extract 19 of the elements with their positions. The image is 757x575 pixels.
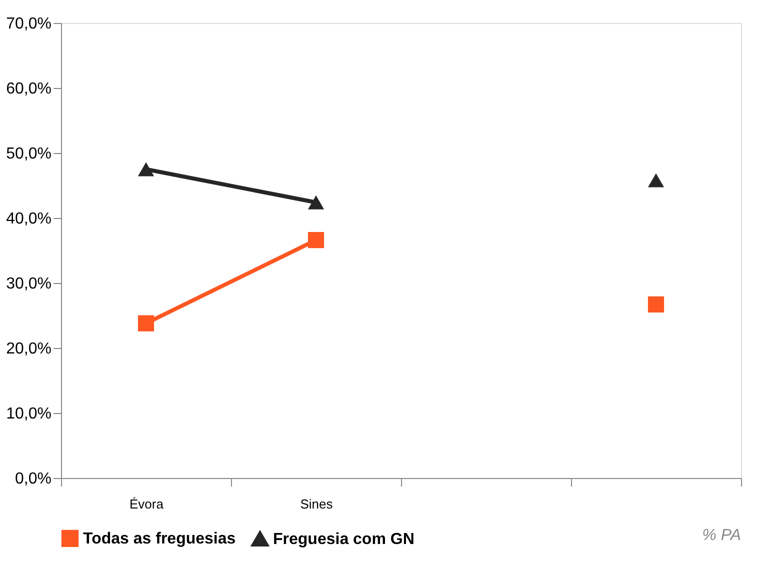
- y-tick-label: 40,0%: [6, 210, 52, 228]
- x-tick-label: Sines: [300, 496, 334, 512]
- point: [138, 315, 154, 332]
- y-tick-label: 20,0%: [6, 340, 52, 358]
- y-tick-label: 10,0%: [6, 406, 52, 422]
- point: [648, 296, 664, 313]
- point: [648, 173, 664, 188]
- legend-label: Freguesia com GN: [273, 530, 414, 548]
- y-tick-label: 60,0%: [6, 80, 52, 98]
- legend-label: Todas as freguesias: [83, 530, 236, 548]
- y-tick-label: 0,0%: [15, 470, 52, 488]
- point: [138, 162, 154, 176]
- y-tick-label: 70,0%: [6, 16, 52, 32]
- y-tick-label: 30,0%: [6, 276, 52, 292]
- point: [308, 195, 324, 210]
- x-tick-label: Évora: [130, 496, 164, 512]
- text: % PA: [702, 527, 741, 544]
- y-tick-label: 50,0%: [6, 146, 52, 162]
- point: [308, 232, 324, 248]
